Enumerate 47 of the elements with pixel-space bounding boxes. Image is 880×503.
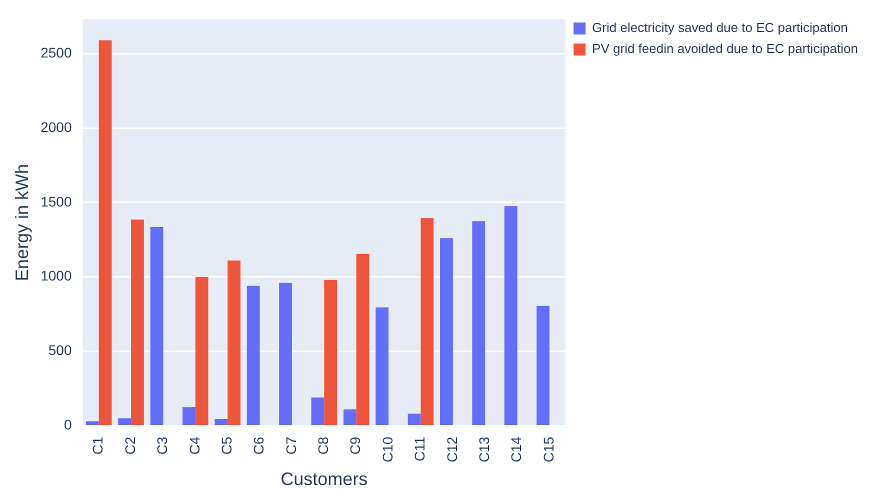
y-tick-label: 500 [48,342,72,358]
y-tick-label: 2500 [40,44,72,60]
x-tick-label: C5 [218,436,234,455]
x-tick-label: C14 [508,436,524,462]
y-tick-label: 2000 [40,118,72,135]
y-tick-label: 1500 [40,193,72,210]
bar [86,421,99,425]
bar [228,260,240,425]
bar [324,280,338,425]
legend-label: Grid electricity saved due to EC participation [592,20,848,36]
x-tick-label: C4 [186,436,202,455]
bar [440,238,453,425]
x-tick-label: C11 [412,436,428,462]
x-tick-label: C7 [282,436,299,455]
bar [420,218,434,425]
bar [195,276,208,425]
bar [150,227,164,425]
bar [279,282,292,425]
bar [472,221,486,425]
x-tick-label: C6 [250,436,267,455]
bar [504,206,518,425]
bar [131,220,144,425]
bar [343,409,356,425]
legend-label: PV grid feedin avoided due to EC participation [592,41,858,56]
bar [356,254,370,425]
bar [98,40,112,425]
bar [246,286,260,425]
x-axis-title: Customers [280,469,368,490]
x-tick-label: C1 [90,436,106,455]
y-tick-label: 1000 [40,268,72,284]
x-tick-label: C3 [154,436,170,455]
bar [182,407,196,425]
bar [536,306,550,425]
y-axis-title: Energy in kWh [12,164,32,282]
x-tick-label: C9 [347,436,364,455]
bar [311,397,324,425]
bar [408,414,421,425]
x-tick-label: C10 [379,436,396,462]
x-tick-label: C12 [444,436,460,462]
x-tick-label: C15 [540,436,556,462]
y-tick-label: 0 [64,416,72,433]
x-tick-label: C8 [315,436,332,455]
x-tick-label: C2 [122,436,138,455]
bar [118,418,132,425]
bar [214,419,228,425]
x-tick-label: C13 [476,436,492,462]
bar [376,307,389,425]
